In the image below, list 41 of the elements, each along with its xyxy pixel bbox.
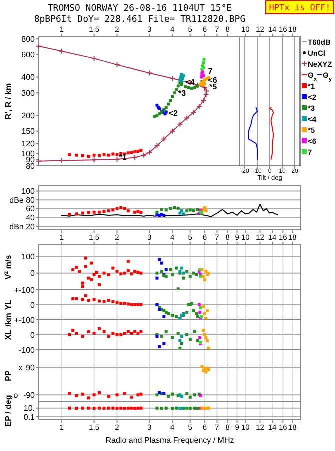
- annotation: 7: [208, 66, 214, 76]
- y-tick-label: 100: [22, 252, 36, 262]
- y-tick-label: 0: [30, 330, 36, 340]
- y-tick-label: 80: [26, 162, 36, 171]
- annotation: *5: [210, 82, 218, 92]
- y-tick-label: 0: [30, 269, 36, 278]
- y-axis-title: R', R / km: [4, 83, 13, 120]
- annotation: <2: [168, 109, 178, 118]
- y-tick-label: 800: [22, 34, 36, 44]
- y-axis-title: XL: [4, 330, 13, 340]
- annotation: <6: [208, 76, 218, 86]
- y-tick-label: dBe 80: [10, 196, 36, 205]
- y-tick-label: +-100: [14, 286, 36, 295]
- y-tick-label: 40: [26, 213, 36, 222]
- y-tick-label: 100: [22, 187, 36, 196]
- y-axis-title: PP: [4, 370, 13, 382]
- y-tick-label: 0: [30, 300, 36, 310]
- chart-title: TROMSO NORWAY 26-08-16 1104UT 15°E: [48, 4, 232, 14]
- y-tick-label: 10.: [24, 404, 35, 414]
- y-tick-label: 400: [22, 73, 36, 82]
- y-axis-title: YL: [4, 300, 13, 310]
- text: o: [14, 390, 19, 400]
- y-tick-label: 200: [22, 111, 36, 120]
- y-tick-label: 0.1: [24, 412, 36, 422]
- x-axis-title: Radio and Plasma Frequency / MHz: [106, 436, 234, 445]
- y-tick-label: 150: [22, 127, 36, 136]
- y-tick-label: 60: [26, 204, 36, 214]
- y-tick-label: -90: [23, 390, 36, 400]
- y-tick-label: 600: [22, 50, 36, 60]
- y-tick-label: dBn 20: [10, 222, 36, 232]
- y-tick-label: 90: [26, 363, 36, 372]
- chart-subtitle: 8pBP6It DoY= 228.461 File= TR112820.BPG: [34, 15, 246, 25]
- annotation: *3: [178, 89, 187, 98]
- y-tick-label: +-100: [14, 316, 36, 325]
- y-tick-label: -100: [18, 346, 36, 355]
- y-axis-title: EP / deg: [4, 395, 13, 427]
- text: x: [18, 363, 23, 372]
- y-tick-label: 120: [22, 139, 36, 148]
- y-tick-label: 300: [22, 88, 36, 98]
- text: /km: [4, 313, 13, 327]
- text: HPTx is OFF!: [269, 4, 331, 14]
